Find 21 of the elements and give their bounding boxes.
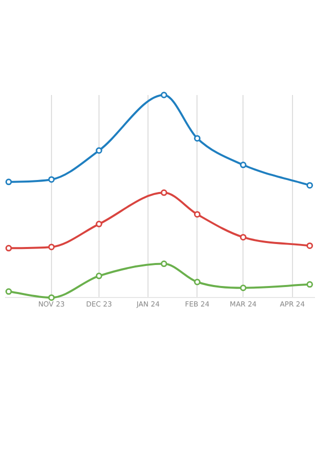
point xyxy=(5,244,12,252)
point xyxy=(194,211,200,218)
point xyxy=(96,147,102,154)
point xyxy=(160,189,168,196)
point xyxy=(160,92,168,98)
point xyxy=(240,162,246,168)
point xyxy=(194,278,200,286)
point xyxy=(96,220,102,228)
point xyxy=(306,242,313,249)
point xyxy=(48,294,55,301)
point xyxy=(160,260,168,268)
point xyxy=(5,288,12,295)
point xyxy=(240,284,246,292)
point xyxy=(5,178,12,186)
point xyxy=(96,272,102,280)
point xyxy=(306,182,313,189)
point xyxy=(48,244,55,250)
point xyxy=(194,135,200,142)
point xyxy=(240,234,246,240)
point xyxy=(48,176,55,183)
point xyxy=(306,281,313,288)
